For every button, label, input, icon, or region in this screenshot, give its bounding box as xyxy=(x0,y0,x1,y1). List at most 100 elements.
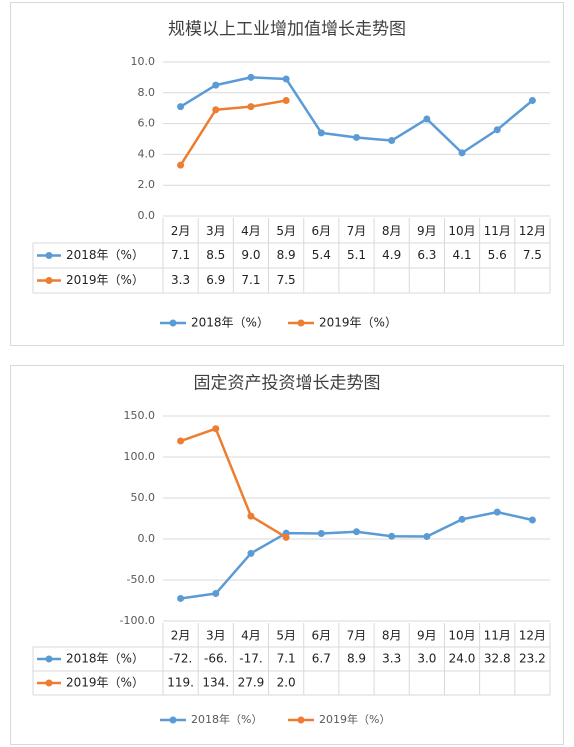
x-tick-label: 8月 xyxy=(382,629,402,643)
x-tick-label: 9月 xyxy=(417,629,437,643)
table-value: 7.1 xyxy=(241,273,260,287)
data-point xyxy=(177,103,185,111)
table-value: 5.4 xyxy=(312,248,331,262)
data-point xyxy=(493,508,501,516)
data-point xyxy=(212,81,220,89)
x-tick-label: 2月 xyxy=(171,629,191,643)
legend-marker xyxy=(297,716,305,724)
data-point xyxy=(423,115,431,123)
y-tick-label: 2.0 xyxy=(138,178,156,191)
y-tick-label: 0.0 xyxy=(138,209,156,222)
x-tick-label: 5月 xyxy=(276,629,296,643)
data-point xyxy=(528,97,536,104)
data-point xyxy=(177,161,185,169)
series-line xyxy=(180,427,287,539)
legend-marker xyxy=(297,319,305,327)
x-tick-label: 6月 xyxy=(311,629,331,643)
x-tick-label: 6月 xyxy=(311,224,331,238)
table-value: 6.7 xyxy=(312,652,331,666)
data-point xyxy=(212,590,220,598)
y-tick-label: 4.0 xyxy=(138,147,156,160)
table-value: 9.0 xyxy=(241,248,260,262)
data-point xyxy=(388,137,396,145)
data-point xyxy=(282,533,290,541)
y-tick-label: 6.0 xyxy=(138,117,156,130)
table-value: 8.9 xyxy=(347,652,366,666)
x-tick-label: 4月 xyxy=(241,629,261,643)
data-point xyxy=(282,75,290,83)
table-value: 4.9 xyxy=(382,248,401,262)
y-tick-label: 10.0 xyxy=(131,55,156,68)
data-point xyxy=(353,528,360,536)
legend-label: 2018年（%） xyxy=(191,316,269,330)
data-point xyxy=(528,516,536,524)
chart-title: 规模以上工业增加值增长走势图 xyxy=(168,20,406,40)
y-tick-label: -100.0 xyxy=(120,614,155,627)
data-point xyxy=(247,549,255,557)
y-tick-label: 100.0 xyxy=(124,450,156,463)
table-value: 3.3 xyxy=(171,273,190,287)
table-series-name: 2019年（%） xyxy=(66,676,144,690)
chart-frame xyxy=(10,2,564,346)
x-tick-label: 7月 xyxy=(347,629,367,643)
table-value: -17. xyxy=(239,652,262,666)
data-point xyxy=(177,437,185,445)
legend-marker xyxy=(169,716,177,724)
table-value: -66. xyxy=(204,652,227,666)
data-point xyxy=(212,425,220,433)
series-line xyxy=(179,99,287,166)
data-point xyxy=(458,149,466,157)
table-value: 4.1 xyxy=(452,248,471,262)
data-point xyxy=(177,594,185,602)
data-point xyxy=(423,533,431,541)
x-tick-label: 4月 xyxy=(241,224,261,238)
table-value: 24.0 xyxy=(449,652,476,666)
table-value: 7.5 xyxy=(523,248,542,262)
table-value: 8.9 xyxy=(277,248,296,262)
legend-label: 2019年（%） xyxy=(319,712,390,726)
x-tick-label: 5月 xyxy=(276,224,296,238)
table-value: 3.3 xyxy=(382,652,401,666)
x-tick-label: 12月 xyxy=(519,629,546,643)
table-legend-marker xyxy=(45,252,53,259)
data-point xyxy=(388,532,396,540)
table-value: 2.0 xyxy=(277,676,296,690)
table-value: 32.8 xyxy=(484,652,511,666)
data-point xyxy=(317,129,325,137)
table-value: 6.3 xyxy=(417,248,436,262)
table-value: 119. xyxy=(167,676,194,690)
table-value: 3.0 xyxy=(417,652,436,666)
y-tick-label: -50.0 xyxy=(127,573,155,586)
data-point xyxy=(247,103,255,111)
legend-label: 2018年（%） xyxy=(191,712,262,726)
y-tick-label: 0.0 xyxy=(138,532,156,545)
table-value: 5.1 xyxy=(347,248,366,262)
data-point xyxy=(353,133,360,141)
x-tick-label: 11月 xyxy=(484,629,511,643)
table-legend-marker xyxy=(45,277,53,284)
data-point xyxy=(317,530,325,538)
table-legend-marker xyxy=(45,679,53,687)
x-tick-label: 3月 xyxy=(206,629,226,643)
table-value: 7.1 xyxy=(171,248,190,262)
x-tick-label: 9月 xyxy=(417,224,437,238)
table-value: 7.5 xyxy=(277,273,296,287)
x-tick-label: 12月 xyxy=(519,224,546,238)
data-point xyxy=(247,73,255,81)
x-tick-label: 7月 xyxy=(347,224,367,238)
data-point xyxy=(458,515,466,523)
table-series-name: 2018年（%） xyxy=(66,652,144,666)
x-tick-label: 3月 xyxy=(206,224,226,238)
table-value: 134. xyxy=(202,676,229,690)
chart-frame xyxy=(10,365,564,745)
data-point xyxy=(282,97,290,104)
table-value: 6.9 xyxy=(206,273,225,287)
table-value: 5.6 xyxy=(488,248,507,262)
table-value: 8.5 xyxy=(206,248,225,262)
data-point xyxy=(493,126,501,134)
y-tick-label: 8.0 xyxy=(138,86,156,99)
table-value: 23.2 xyxy=(519,652,546,666)
table-value: 7.1 xyxy=(277,652,296,666)
y-tick-label: 150.0 xyxy=(124,409,156,422)
x-tick-label: 8月 xyxy=(382,224,402,238)
